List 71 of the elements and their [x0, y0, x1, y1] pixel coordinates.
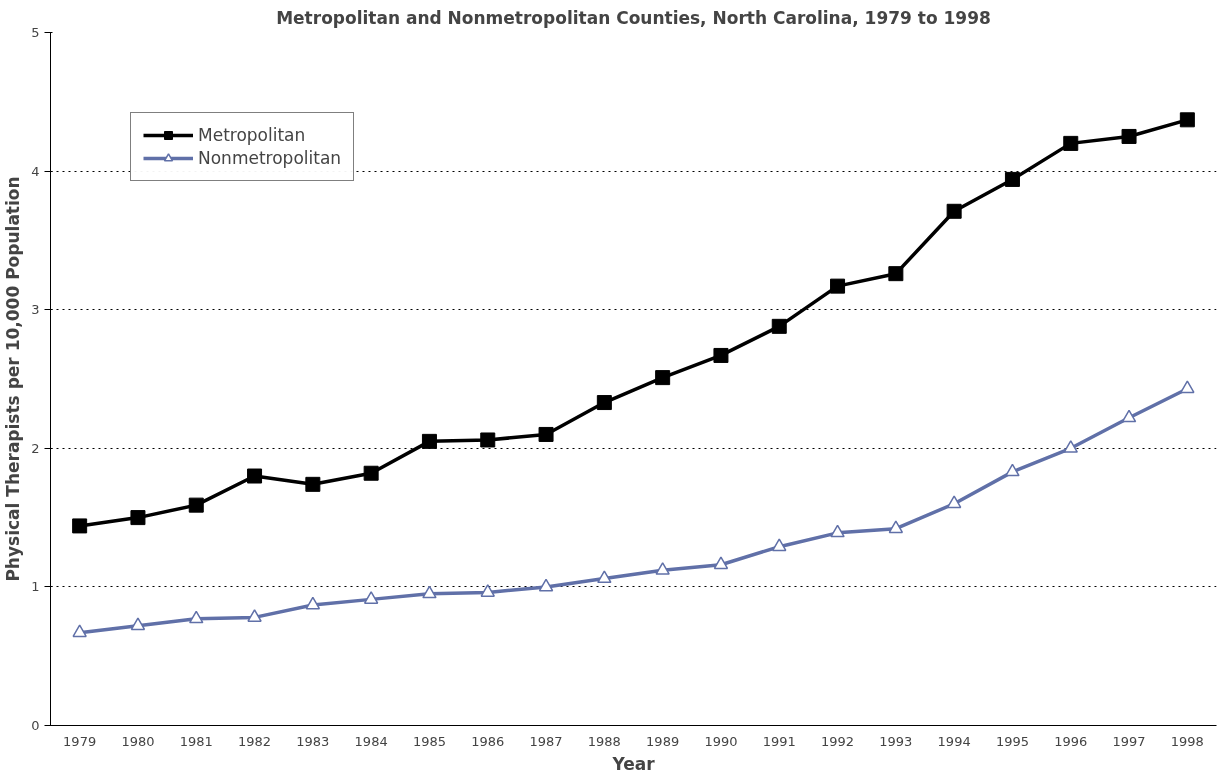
point — [130, 617, 146, 631]
point — [305, 596, 321, 610]
point — [421, 433, 437, 449]
point — [1004, 171, 1020, 187]
x-tick-label: 1994 — [937, 733, 971, 749]
x-tick-label: 1979 — [63, 733, 97, 749]
y-tick-label: 1 — [31, 579, 40, 595]
point — [946, 203, 962, 219]
point — [1180, 380, 1195, 394]
x-tick-label: 1997 — [1112, 733, 1146, 749]
y-tick-label: 4 — [31, 163, 40, 179]
point — [655, 562, 670, 575]
point — [771, 318, 787, 334]
point — [1063, 135, 1079, 151]
x-axis-title: Year — [611, 753, 656, 774]
x-tick-label: 1981 — [179, 733, 213, 749]
y-tick-label: 3 — [31, 302, 40, 318]
x-tick-label: 1989 — [646, 733, 680, 749]
point — [480, 432, 496, 448]
point — [72, 518, 88, 534]
point — [72, 624, 87, 638]
point — [888, 520, 904, 534]
x-tick-label: 1991 — [762, 733, 796, 749]
point — [772, 538, 787, 552]
point — [1005, 463, 1020, 477]
x-tick-label: 1983 — [296, 733, 330, 749]
point — [480, 584, 495, 597]
point — [1179, 112, 1195, 128]
point — [713, 347, 729, 363]
x-tick-label: 1984 — [354, 733, 388, 749]
y-axis-title: Physical Therapists per 10,000 Population — [3, 176, 24, 582]
x-tick-label: 1995 — [995, 733, 1029, 749]
point — [305, 476, 321, 492]
point — [1121, 409, 1137, 423]
x-tick-label: 1998 — [1170, 733, 1204, 749]
point — [188, 497, 204, 513]
x-tick-label: 1996 — [1054, 733, 1088, 749]
point — [130, 510, 146, 526]
point — [422, 585, 437, 599]
point — [888, 266, 904, 282]
x-tick-label: 1982 — [238, 733, 272, 749]
legend-label: Nonmetropolitan — [198, 148, 342, 168]
point — [363, 465, 379, 481]
point — [189, 610, 204, 624]
x-tick-label: 1985 — [412, 733, 446, 749]
x-tick-label: 1990 — [704, 733, 738, 749]
legend-label: Metropolitan — [198, 125, 306, 145]
point — [538, 578, 554, 592]
point — [1121, 128, 1137, 144]
y-tick-label: 2 — [31, 440, 40, 456]
point — [713, 556, 729, 570]
point — [830, 524, 845, 538]
chart-title: Metropolitan and Nonmetropolitan Counties, North Carolina, 1979 to 1998 — [276, 7, 991, 28]
x-tick-label: 1988 — [587, 733, 621, 749]
point — [538, 426, 554, 442]
y-tick-label: 0 — [31, 718, 40, 733]
point — [1063, 440, 1078, 453]
point — [655, 370, 671, 386]
x-tick-label: 1993 — [879, 733, 913, 749]
x-tick-label: 1980 — [121, 733, 155, 749]
point — [597, 570, 612, 584]
point — [596, 395, 612, 411]
y-tick-label: 5 — [31, 25, 40, 40]
point — [247, 609, 262, 622]
x-tick-label: 1986 — [471, 733, 505, 749]
point — [247, 468, 263, 484]
point — [946, 495, 962, 509]
x-tick-label: 1987 — [529, 733, 563, 749]
point — [830, 278, 846, 294]
x-tick-label: 1992 — [821, 733, 855, 749]
point — [363, 591, 379, 604]
